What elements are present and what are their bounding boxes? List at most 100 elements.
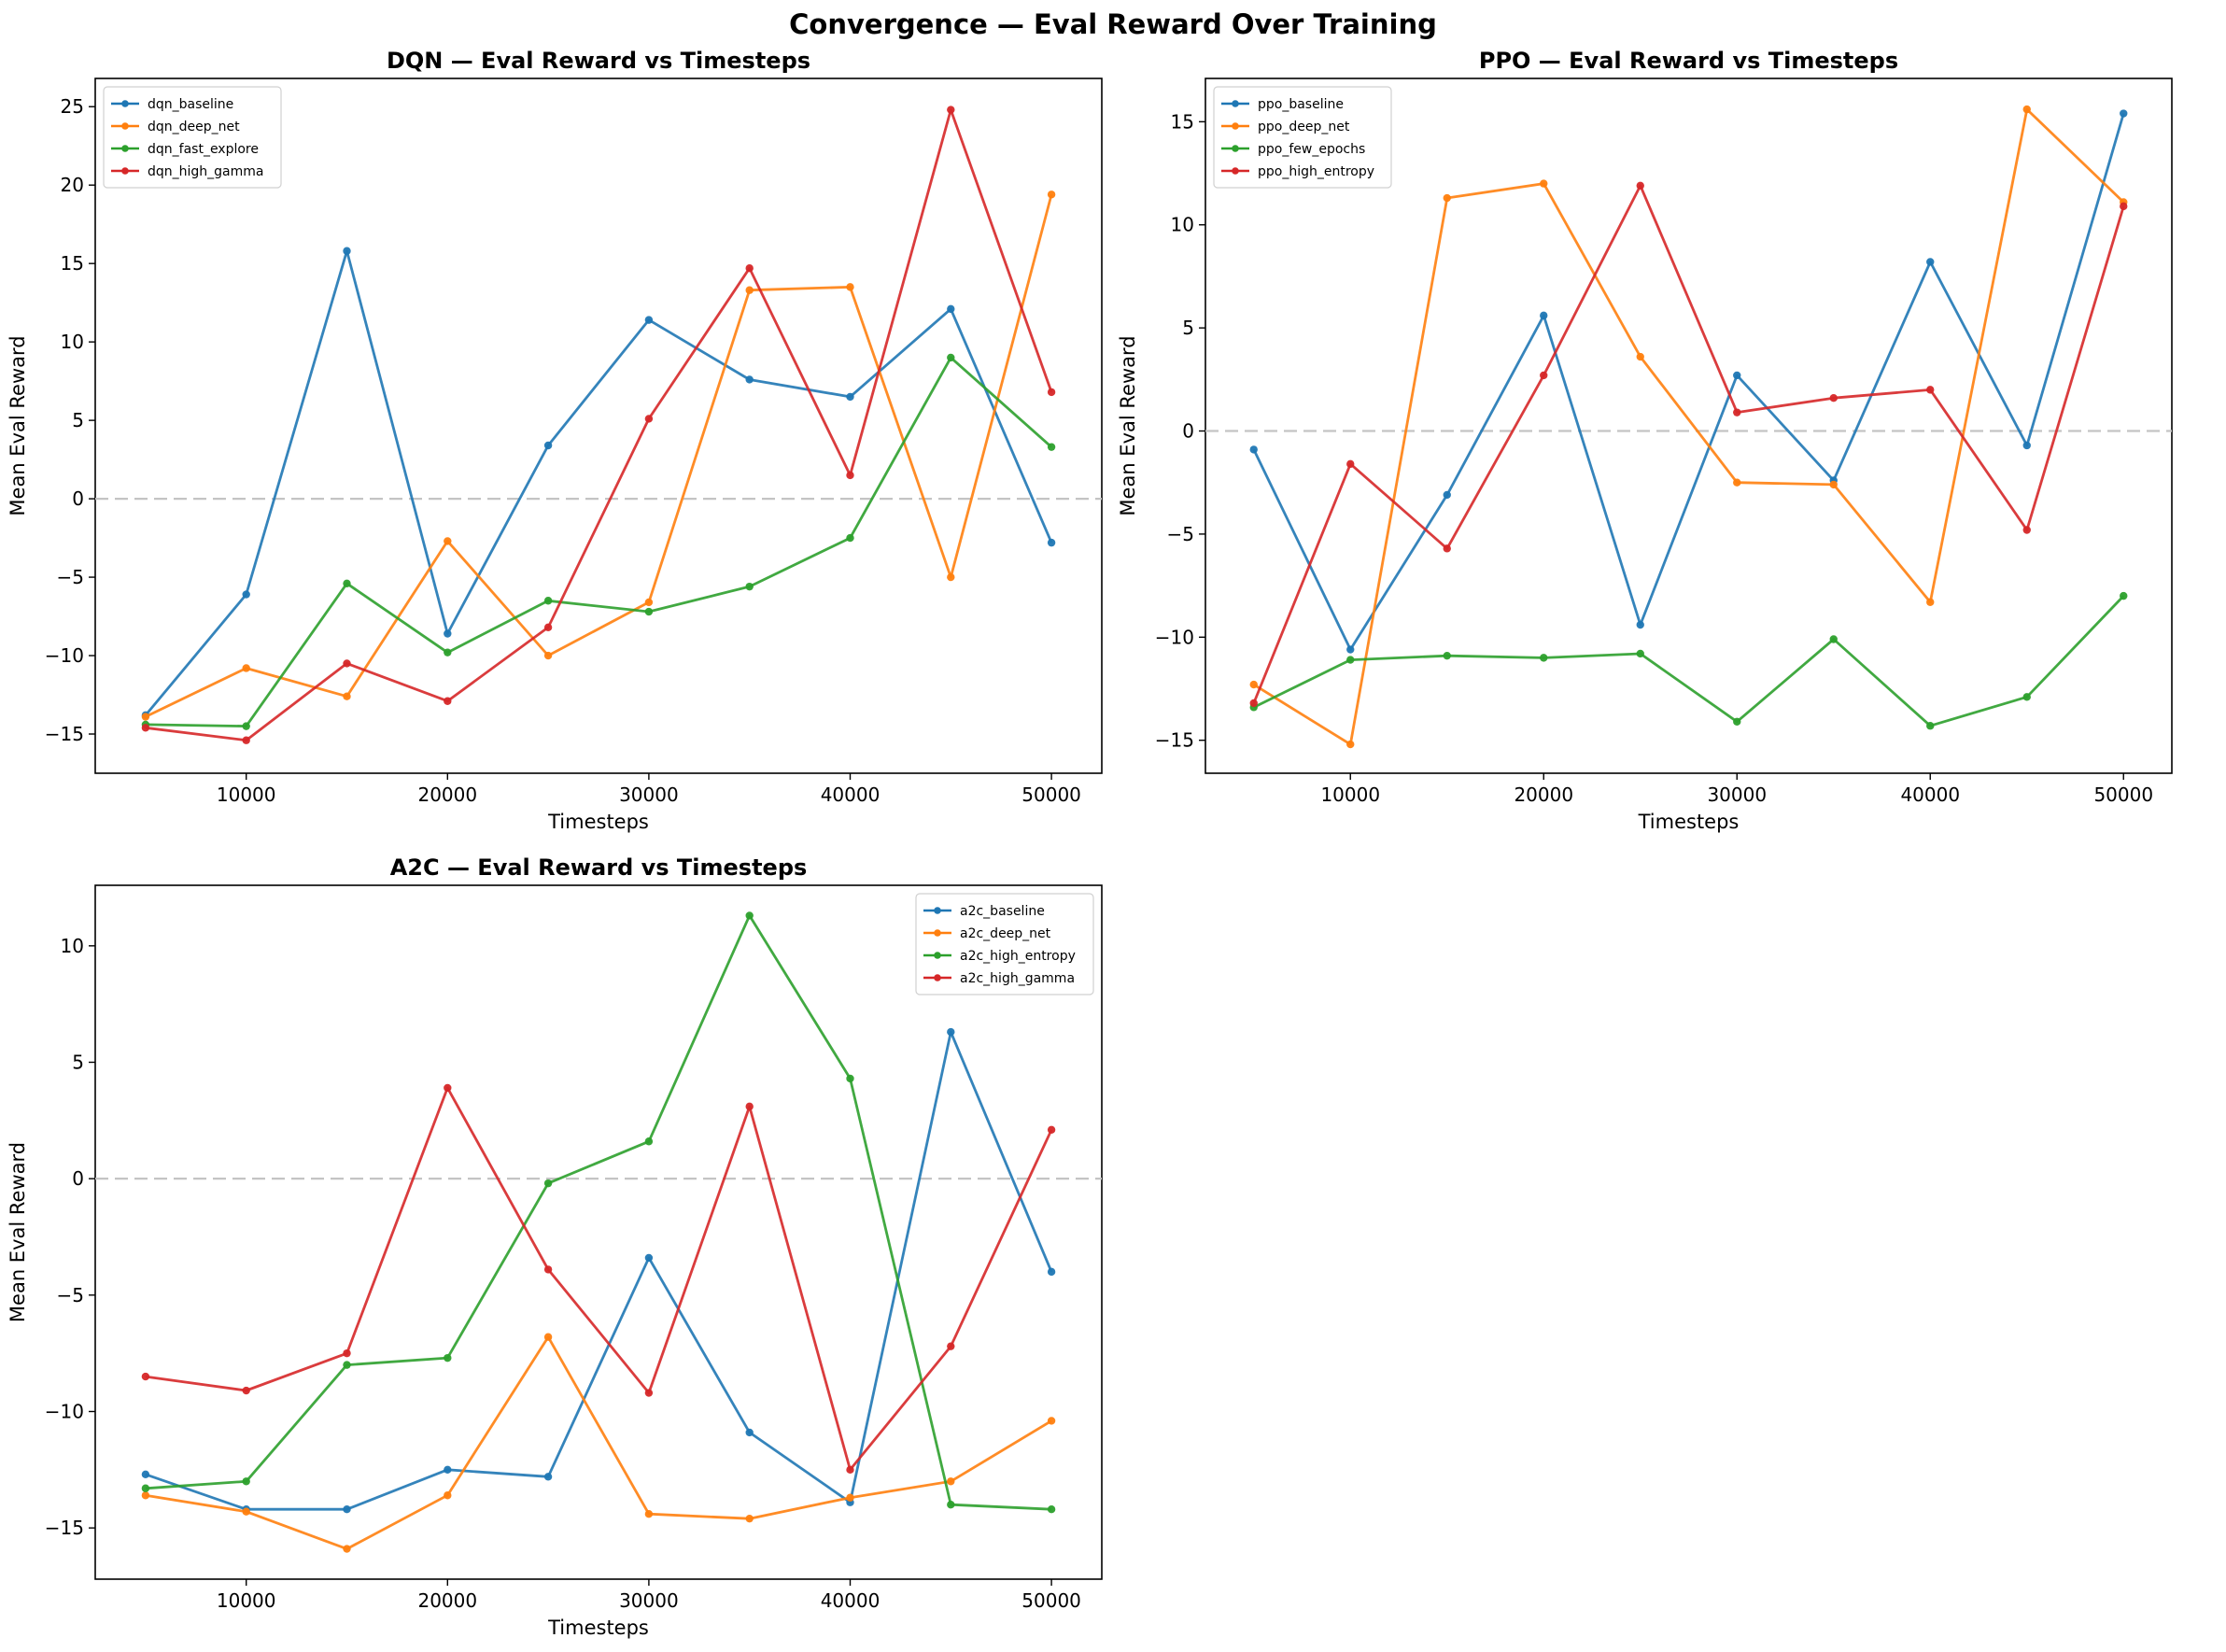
- data-point-dqn-high-gamma: [543, 623, 553, 632]
- data-point-dqn-high-gamma: [343, 659, 351, 668]
- data-point-dqn-high-gamma: [444, 697, 452, 705]
- series-line-a2c-deep-net: [145, 1335, 1052, 1550]
- data-point-a2c-baseline: [543, 1473, 553, 1481]
- data-point-ppo-baseline: [1540, 311, 1548, 320]
- series-dqn-baseline: [141, 247, 1056, 720]
- data-point-a2c-high-entropy: [242, 1477, 250, 1486]
- legend-marker-ppo-deep-net: [1232, 122, 1239, 130]
- data-point-a2c-high-entropy: [644, 1137, 654, 1146]
- ppo-x-tick-label: 40000: [1900, 784, 1960, 806]
- data-point-ppo-high-entropy: [1829, 393, 1838, 402]
- series-line-dqn-baseline: [144, 249, 1053, 716]
- data-point-a2c-high-gamma: [846, 1465, 854, 1475]
- ppo-legend-box: [1213, 86, 1392, 189]
- data-point-dqn-baseline: [543, 441, 553, 450]
- data-point-dqn-baseline: [745, 375, 754, 384]
- data-point-dqn-fast-explore: [242, 722, 250, 730]
- data-point-a2c-high-entropy: [947, 1501, 955, 1509]
- ppo-chart: 10000 20000 30000 40000 50000 −15 −10 −5 0 5 10 15 P…: [1117, 48, 2173, 833]
- data-point-ppo-baseline: [1249, 445, 1258, 454]
- data-point-dqn-high-gamma: [846, 471, 854, 480]
- ppo-x-axis-label: Timesteps: [1638, 811, 1740, 833]
- data-point-dqn-fast-explore: [947, 353, 955, 362]
- data-point-ppo-high-entropy: [1733, 408, 1741, 417]
- legend-label-a2c-high-entropy: a2c_high_entropy: [960, 949, 1076, 964]
- legend-label-dqn-deep-net: dqn_deep_net: [148, 120, 240, 134]
- data-point-dqn-deep-net: [846, 283, 854, 291]
- data-point-dqn-fast-explore: [846, 533, 854, 543]
- data-point-a2c-baseline: [644, 1253, 654, 1263]
- a2c-y-axis-label: Mean Eval Reward: [7, 1142, 29, 1322]
- data-point-dqn-fast-explore: [745, 582, 754, 591]
- ppo-y-tick-label: −15: [1155, 729, 1194, 752]
- data-point-a2c-high-gamma: [1047, 1125, 1056, 1134]
- data-point-a2c-high-entropy: [343, 1361, 351, 1369]
- data-point-ppo-high-entropy: [1540, 371, 1548, 380]
- legend-label-ppo-few-epochs: ppo_few_epochs: [1258, 142, 1365, 157]
- data-point-ppo-baseline: [1443, 490, 1451, 500]
- data-point-dqn-deep-net: [543, 651, 553, 660]
- data-point-ppo-deep-net: [1926, 598, 1935, 606]
- data-point-dqn-high-gamma: [644, 415, 654, 423]
- data-point-dqn-baseline: [444, 629, 452, 638]
- series-line-dqn-deep-net: [145, 193, 1053, 718]
- data-point-a2c-baseline: [343, 1505, 351, 1514]
- dqn-chart: 10000 20000 30000 40000 50000 −15 −10 −5 0 5 10 15 2…: [7, 48, 1103, 833]
- data-point-ppo-deep-net: [1636, 352, 1644, 361]
- dqn-y-tick-label: −15: [45, 723, 84, 745]
- series-a2c-high-entropy: [141, 911, 1056, 1514]
- data-point-a2c-high-entropy: [1047, 1505, 1056, 1514]
- series-line-ppo-deep-net: [1253, 107, 2125, 746]
- dqn-y-axis-label: Mean Eval Reward: [7, 335, 29, 515]
- data-point-ppo-high-entropy: [1636, 181, 1644, 191]
- data-point-a2c-deep-net: [745, 1514, 754, 1523]
- series-ppo-high-entropy: [1249, 181, 2128, 708]
- data-point-ppo-high-entropy: [1346, 459, 1355, 469]
- ppo-x-tick-label: 20000: [1514, 784, 1573, 806]
- a2c-y-tick-label: −5: [57, 1284, 84, 1306]
- a2c-y-tick-label: 0: [72, 1167, 84, 1190]
- ppo-y-tick-label: 5: [1182, 317, 1194, 339]
- a2c-chart: 10000 20000 30000 40000 50000 −15 −10 −5 0 5 10 A2C…: [7, 854, 1103, 1639]
- ppo-y-tick-label: −10: [1155, 626, 1194, 648]
- data-point-a2c-deep-net: [947, 1477, 955, 1486]
- legend-label-ppo-deep-net: ppo_deep_net: [1258, 120, 1350, 134]
- data-point-ppo-baseline: [1926, 258, 1935, 266]
- legend-label-ppo-baseline: ppo_baseline: [1258, 97, 1344, 112]
- dqn-legend-box: [103, 86, 282, 189]
- a2c-y-tick-label: −10: [45, 1400, 84, 1422]
- data-point-dqn-fast-explore: [543, 597, 553, 605]
- data-point-a2c-high-gamma: [644, 1389, 654, 1397]
- data-point-dqn-high-gamma: [1047, 388, 1056, 397]
- data-point-a2c-high-gamma: [543, 1265, 553, 1274]
- data-point-a2c-high-gamma: [745, 1102, 754, 1111]
- dqn-x-tick-label: 30000: [619, 784, 679, 806]
- series-a2c-deep-net: [141, 1333, 1056, 1553]
- data-point-a2c-deep-net: [343, 1545, 351, 1553]
- data-point-dqn-baseline: [947, 304, 955, 314]
- legend-marker-ppo-few-epochs: [1232, 145, 1239, 152]
- data-point-ppo-few-epochs: [1346, 656, 1355, 664]
- ppo-plot-area: [1205, 78, 2173, 774]
- data-point-ppo-high-entropy: [2022, 526, 2031, 534]
- legend-marker-a2c-high-entropy: [934, 952, 941, 959]
- dqn-y-tick-label: 10: [61, 331, 84, 353]
- data-point-ppo-deep-net: [1249, 680, 1258, 689]
- legend-marker-a2c-baseline: [934, 907, 941, 914]
- data-point-dqn-high-gamma: [242, 736, 250, 744]
- data-point-a2c-high-gamma: [947, 1342, 955, 1350]
- legend-marker-dqn-baseline: [121, 100, 129, 107]
- series-line-dqn-high-gamma: [145, 108, 1053, 742]
- legend-label-dqn-high-gamma: dqn_high_gamma: [148, 164, 264, 179]
- dqn-chart-title: DQN — Eval Reward vs Timesteps: [387, 48, 810, 74]
- data-point-a2c-deep-net: [1047, 1417, 1056, 1425]
- data-point-ppo-deep-net: [1443, 193, 1451, 203]
- dqn-y-tick-label: 25: [61, 95, 84, 118]
- data-point-ppo-high-entropy: [1926, 386, 1935, 394]
- ppo-chart-title: PPO — Eval Reward vs Timesteps: [1479, 48, 1898, 74]
- data-point-dqn-deep-net: [343, 692, 351, 700]
- data-point-a2c-high-entropy: [444, 1353, 452, 1363]
- data-point-dqn-fast-explore: [444, 648, 452, 657]
- data-point-dqn-baseline: [242, 590, 250, 599]
